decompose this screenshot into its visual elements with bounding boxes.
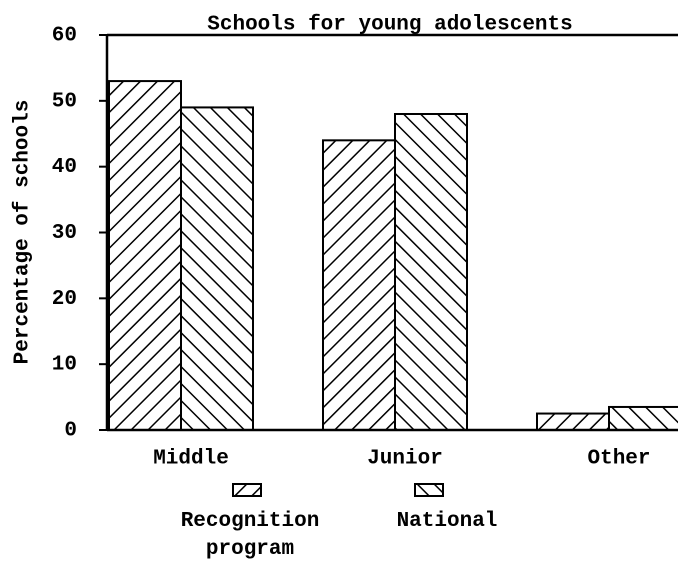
bar [608,405,678,432]
chart-title: Schools for young adolescents [207,14,572,37]
bar [536,412,610,431]
y-tick-label: 20 [52,288,77,311]
bar [322,139,396,431]
legend-swatch [232,483,262,497]
bar [108,80,182,431]
y-axis-label: Percentage of schools [12,100,35,365]
bar [394,113,468,431]
y-tick-label: 0 [64,420,77,443]
legend-swatch [414,483,444,497]
y-tick-label: 60 [52,25,77,48]
y-tick-label: 10 [52,354,77,377]
y-tick-label: 30 [52,222,77,245]
legend-label: Recognition program [180,510,320,561]
x-tick-label: Other [587,448,650,471]
x-tick-label: Junior [367,448,443,471]
y-tick-label: 50 [52,90,77,113]
bar [180,106,254,432]
y-tick-label: 40 [52,156,77,179]
x-tick-label: Middle [153,448,229,471]
legend-label: National [396,510,498,533]
